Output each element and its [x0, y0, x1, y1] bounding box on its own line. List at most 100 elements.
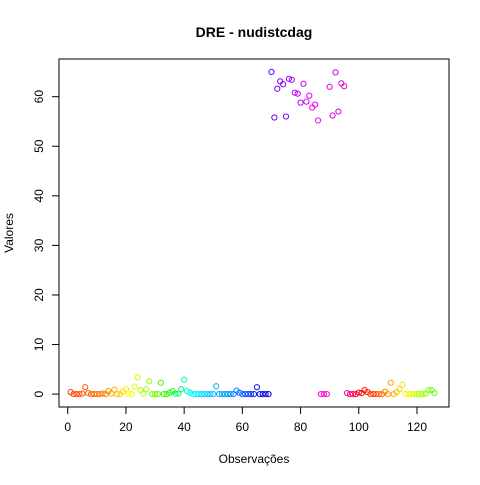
data-point	[294, 90, 301, 97]
data-point	[323, 391, 330, 398]
data-point	[172, 390, 179, 397]
data-point	[140, 390, 147, 397]
x-tick-label: 0	[64, 420, 71, 434]
data-point	[306, 92, 313, 99]
x-tick-label: 120	[407, 420, 427, 434]
data-point	[376, 391, 383, 398]
data-point	[224, 391, 231, 398]
data-point	[274, 85, 281, 92]
data-point	[312, 101, 319, 108]
data-point	[128, 391, 135, 398]
data-point	[76, 391, 83, 398]
data-point	[157, 379, 164, 386]
data-point	[259, 391, 266, 398]
data-point	[387, 379, 394, 386]
data-point	[416, 391, 423, 398]
data-point	[367, 391, 374, 398]
y-tick-label: 30	[32, 238, 46, 252]
data-point	[85, 390, 92, 397]
data-point	[291, 89, 298, 96]
data-point	[408, 391, 415, 398]
data-point	[317, 391, 325, 398]
data-point	[341, 83, 348, 90]
data-point	[163, 391, 170, 398]
data-point	[288, 76, 295, 83]
x-axis-label: Observações	[219, 452, 290, 466]
y-tick-label: 20	[32, 288, 46, 302]
data-point	[320, 391, 327, 398]
y-tick-label: 40	[32, 189, 46, 203]
data-point	[90, 391, 98, 398]
data-point	[149, 391, 156, 398]
data-point	[247, 391, 255, 398]
data-point	[166, 389, 173, 396]
data-point	[285, 75, 293, 82]
data-point	[215, 391, 223, 398]
x-tick-label: 80	[294, 420, 308, 434]
data-point	[189, 391, 196, 398]
data-point	[213, 383, 220, 390]
data-point	[370, 391, 377, 398]
x-tick-label: 60	[236, 420, 250, 434]
data-point	[265, 391, 272, 398]
data-point	[419, 391, 426, 398]
data-point	[186, 389, 194, 396]
data-point	[192, 391, 199, 398]
data-point	[108, 390, 115, 397]
data-point	[227, 391, 234, 398]
data-point	[303, 98, 310, 105]
data-point	[256, 391, 263, 398]
data-point	[134, 374, 141, 381]
data-point	[402, 391, 409, 398]
data-point	[221, 391, 228, 398]
data-point	[96, 391, 103, 398]
data-point	[396, 386, 403, 393]
data-point	[410, 391, 418, 398]
data-point	[175, 390, 182, 397]
y-tick-label: 0	[32, 390, 46, 397]
data-point	[329, 112, 336, 119]
x-tick-label: 100	[349, 420, 369, 434]
data-point	[242, 391, 249, 398]
x-axis: 0 20 40 60 80 100 120	[64, 406, 427, 434]
data-point	[195, 391, 202, 398]
x-tick-label: 20	[119, 420, 133, 434]
data-point	[280, 81, 287, 88]
data-point	[218, 391, 226, 398]
y-axis-label: Valores	[2, 213, 16, 253]
data-point	[146, 378, 153, 385]
data-point	[154, 391, 162, 398]
y-tick-label: 60	[32, 90, 46, 104]
data-point	[282, 113, 290, 120]
data-point	[201, 391, 208, 398]
data-point	[198, 391, 205, 398]
data-point	[262, 391, 269, 398]
data-point	[355, 389, 362, 396]
data-point	[431, 390, 438, 397]
data-point	[413, 391, 421, 398]
y-axis: 0 10 20 30 40 50 60	[32, 90, 60, 397]
data-point	[210, 391, 217, 398]
data-point	[425, 387, 432, 394]
data-point	[352, 391, 359, 398]
data-point	[344, 390, 351, 397]
data-point	[87, 391, 95, 398]
data-point	[405, 391, 412, 398]
data-point	[253, 384, 261, 391]
data-point	[236, 389, 243, 396]
data-point	[160, 391, 167, 398]
data-point	[204, 391, 211, 398]
data-point	[125, 390, 132, 397]
x-tick-label: 40	[177, 420, 191, 434]
data-point	[183, 388, 191, 395]
data-point	[122, 386, 130, 393]
data-point	[99, 390, 106, 397]
data-point	[271, 114, 278, 121]
data-point	[300, 80, 307, 87]
data-point	[207, 391, 214, 398]
data-point	[314, 117, 322, 124]
data-point	[332, 69, 339, 76]
data-point	[250, 391, 258, 398]
